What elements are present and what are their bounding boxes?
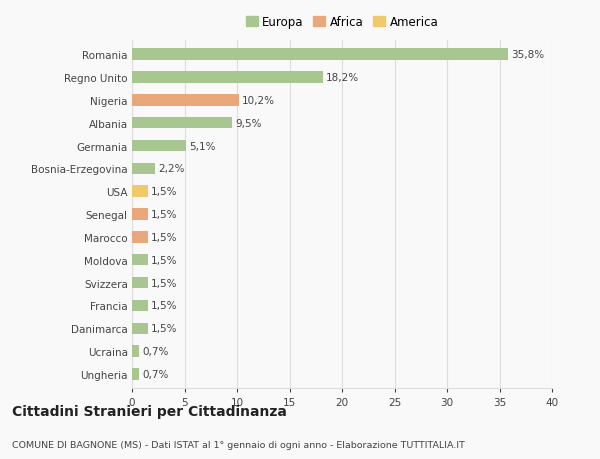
Text: 1,5%: 1,5% — [151, 301, 178, 311]
Text: 18,2%: 18,2% — [326, 73, 359, 83]
Bar — [132, 118, 232, 129]
Text: 0,7%: 0,7% — [143, 369, 169, 379]
Bar — [132, 300, 148, 312]
Text: 1,5%: 1,5% — [151, 232, 178, 242]
Text: 1,5%: 1,5% — [151, 255, 178, 265]
Text: 1,5%: 1,5% — [151, 210, 178, 219]
Text: 10,2%: 10,2% — [242, 95, 275, 106]
Bar — [132, 186, 148, 197]
Bar — [132, 254, 148, 266]
Bar — [132, 49, 508, 61]
Bar — [132, 346, 139, 357]
Bar — [132, 277, 148, 289]
Text: 1,5%: 1,5% — [151, 324, 178, 334]
Text: 2,2%: 2,2% — [158, 164, 185, 174]
Bar — [132, 323, 148, 334]
Bar — [132, 95, 239, 106]
Text: COMUNE DI BAGNONE (MS) - Dati ISTAT al 1° gennaio di ogni anno - Elaborazione TU: COMUNE DI BAGNONE (MS) - Dati ISTAT al 1… — [12, 441, 465, 449]
Text: 9,5%: 9,5% — [235, 118, 262, 129]
Text: Cittadini Stranieri per Cittadinanza: Cittadini Stranieri per Cittadinanza — [12, 404, 287, 419]
Bar — [132, 163, 155, 175]
Text: 1,5%: 1,5% — [151, 187, 178, 197]
Text: 35,8%: 35,8% — [511, 50, 544, 60]
Bar — [132, 209, 148, 220]
Bar — [132, 369, 139, 380]
Bar — [132, 140, 185, 152]
Legend: Europa, Africa, America: Europa, Africa, America — [246, 16, 438, 29]
Bar — [132, 72, 323, 84]
Text: 5,1%: 5,1% — [188, 141, 215, 151]
Text: 1,5%: 1,5% — [151, 278, 178, 288]
Text: 0,7%: 0,7% — [143, 347, 169, 356]
Bar — [132, 232, 148, 243]
